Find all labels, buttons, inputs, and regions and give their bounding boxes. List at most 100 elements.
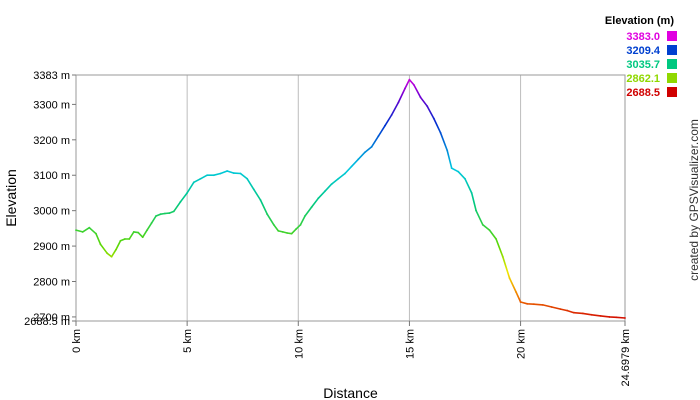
elevation-point: [384, 124, 386, 127]
elevation-point: [475, 209, 478, 212]
elevation-point: [95, 232, 97, 235]
elevation-point: [550, 306, 553, 308]
elevation-point: [219, 172, 222, 175]
elevation-point: [450, 167, 453, 170]
legend-title: Elevation (m): [605, 15, 674, 27]
elevation-point: [192, 181, 195, 184]
elevation-point: [239, 172, 242, 175]
elevation-point: [304, 215, 306, 217]
elevation-point: [439, 131, 442, 134]
plot-area-frame: [75, 74, 626, 322]
y-tick-label: 2688.5 m: [24, 316, 70, 328]
x-tick-label: 20 km: [516, 329, 528, 359]
legend-entry-label: 2688.5: [626, 87, 660, 99]
elevation-point: [106, 252, 109, 255]
y-axis-title: Elevation: [3, 169, 19, 227]
elevation-point: [377, 135, 380, 138]
elevation-point: [464, 177, 466, 180]
elevation-point: [99, 243, 102, 246]
elevation-point: [337, 177, 340, 180]
y-tick-label: 2700 m: [33, 312, 70, 324]
y-tick-label: 3300 m: [33, 99, 70, 111]
legend-swatch: [667, 45, 677, 55]
elevation-point: [110, 255, 113, 258]
elevation-point: [330, 183, 333, 185]
credit-text: created by GPSVisualizer.com: [687, 119, 700, 281]
elevation-point: [310, 206, 313, 209]
elevation-point: [599, 314, 602, 317]
series-layer: [75, 78, 626, 319]
elevation-point: [533, 303, 535, 306]
legend-swatch: [667, 59, 677, 69]
elevation-point: [124, 238, 126, 240]
y-tick-label: 3000 m: [33, 206, 70, 218]
elevation-point: [559, 308, 562, 311]
elevation-point: [137, 231, 140, 234]
elevation-point: [317, 197, 320, 200]
elevation-point: [88, 226, 91, 229]
elevation-point: [206, 174, 209, 177]
elevation-point: [344, 172, 346, 175]
gridlines: [75, 75, 626, 321]
y-tick-label: 3383 m: [33, 70, 70, 82]
x-tick-label: 0 km: [71, 329, 83, 353]
elevation-point: [573, 311, 575, 314]
elevation-point: [357, 158, 360, 161]
elevation-point: [272, 223, 275, 226]
elevation-point: [132, 231, 135, 233]
elevation-point: [397, 101, 400, 104]
legend-swatch: [667, 87, 677, 97]
elevation-point: [179, 200, 182, 203]
elevation-point: [232, 172, 235, 175]
elevation-point: [199, 177, 202, 180]
elevation-point: [615, 316, 618, 319]
elevation-point: [259, 199, 262, 201]
elevation-point: [150, 222, 153, 224]
elevation-point: [286, 232, 289, 234]
elevation-point: [266, 213, 269, 216]
legend-swatch: [667, 73, 677, 83]
x-tick-label: 24.6979 km: [620, 329, 632, 386]
elevation-point: [508, 277, 511, 279]
elevation-point: [541, 303, 544, 306]
x-axis: 0 km 5 km 10 km 15 km 20 km 24.6979 km: [71, 321, 632, 386]
x-tick-label: 10 km: [293, 329, 305, 359]
legend-entry-label: 2862.1: [626, 73, 660, 85]
y-tick-label: 3200 m: [33, 135, 70, 147]
y-tick-label: 2900 m: [33, 241, 70, 253]
elevation-point: [299, 223, 302, 226]
elevation-point: [295, 228, 297, 230]
legend-entry-label: 3209.4: [626, 45, 661, 57]
elevation-point: [519, 301, 522, 303]
elevation-point: [370, 146, 373, 148]
elevation-point: [212, 174, 215, 177]
elevation-point: [159, 213, 162, 216]
elevation-point: [75, 229, 77, 232]
elevation-point: [141, 236, 144, 239]
elevation-point: [252, 188, 255, 191]
elevation-point: [624, 317, 626, 319]
elevation-point: [119, 239, 122, 242]
elevation-point: [277, 229, 280, 232]
elevation-point: [281, 231, 284, 233]
elevation-point: [590, 313, 593, 316]
x-tick-label: 15 km: [404, 329, 416, 359]
elevation-point: [364, 151, 366, 154]
legend-entry-label: 3035.7: [626, 59, 660, 71]
elevation-point: [432, 117, 435, 120]
elevation-point: [146, 229, 149, 232]
elevation-profile-line: [75, 78, 626, 319]
elevation-point: [470, 192, 473, 194]
elevation-point: [526, 302, 529, 305]
elevation-point: [446, 149, 449, 152]
y-tick-label: 3100 m: [33, 170, 70, 182]
elevation-point: [390, 114, 393, 116]
elevation-point: [457, 170, 460, 173]
elevation-point: [226, 170, 229, 172]
elevation-point: [290, 232, 293, 235]
elevation-point: [481, 223, 484, 226]
elevation-point: [515, 291, 518, 294]
y-tick-label: 2800 m: [33, 277, 70, 289]
legend-swatch: [667, 31, 677, 41]
